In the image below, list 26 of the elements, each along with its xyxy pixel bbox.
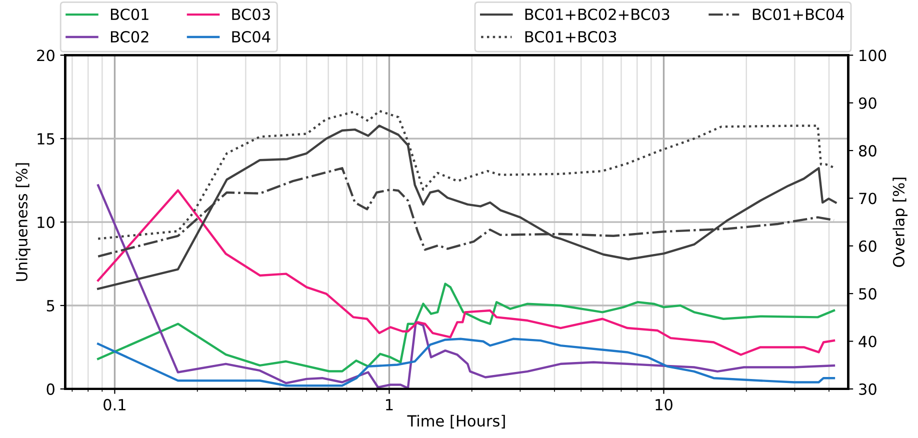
- y-tick-label: 0: [46, 383, 54, 395]
- y2-tick-label: 90: [858, 97, 876, 109]
- y-tick-label: 10: [38, 216, 54, 228]
- legend-label: BC01: [110, 8, 148, 20]
- legend-label: BC04: [232, 30, 270, 43]
- legend-label: BC02: [110, 30, 148, 43]
- x-tick-label: 0.1: [104, 398, 126, 410]
- legend-label: BC01+BC04: [752, 8, 844, 20]
- x-axis-title: Time [Hours]: [407, 414, 505, 428]
- legend-label: BC01+BC03: [525, 30, 616, 43]
- x-tick-label: 1: [386, 399, 393, 410]
- y2-tick-label: 30: [859, 383, 876, 395]
- y-tick-label: 15: [38, 133, 54, 145]
- x-tick-label: 10: [656, 398, 672, 410]
- y-tick-label: 5: [46, 300, 54, 312]
- y2-tick-label: 40: [858, 336, 876, 348]
- y2-tick-label: 100: [860, 50, 886, 62]
- y2-tick-label: 50: [859, 288, 876, 300]
- y2-tick-label: 70: [859, 192, 876, 204]
- y2-tick-label: 60: [859, 240, 876, 252]
- y-axis-title: Uniqueness [%]: [16, 163, 30, 281]
- legend-label: BC03: [232, 8, 270, 20]
- y-tick-label: 20: [37, 50, 54, 62]
- legend-label: BC01+BC02+BC03: [525, 8, 670, 20]
- y2-tick-label: 80: [858, 145, 876, 157]
- y2-axis-title: Overlap [%]: [892, 178, 908, 267]
